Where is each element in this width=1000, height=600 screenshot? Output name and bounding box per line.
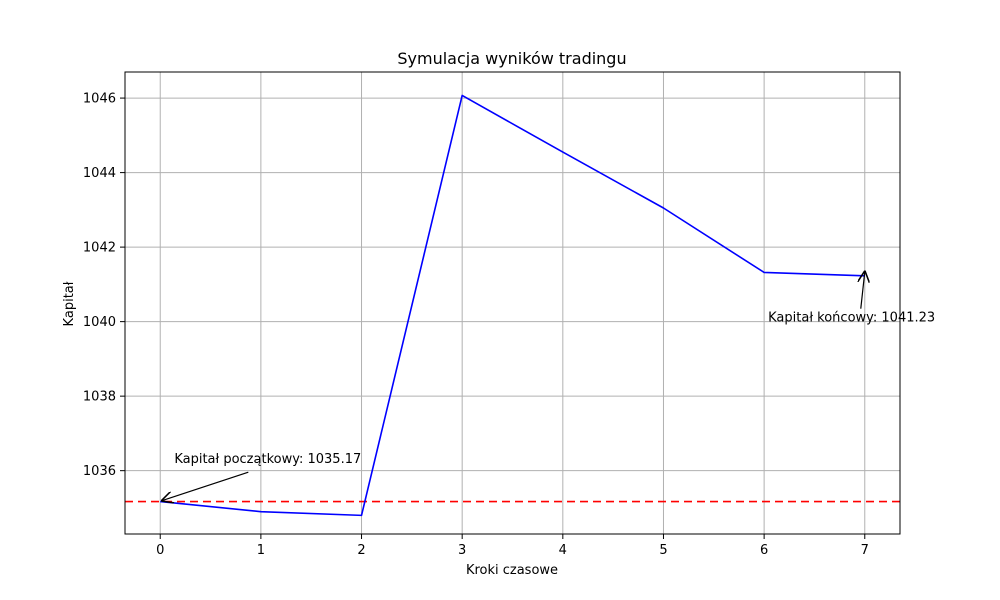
annotations: Kapitał początkowy: 1035.17 Kapitał końco… — [162, 272, 935, 501]
y-axis-label: Kapitał — [62, 281, 77, 326]
annotation-arrow — [162, 471, 249, 500]
y-tick-label: 1038 — [83, 390, 116, 405]
annotation-text: Kapitał końcowy: 1041.23 — [768, 311, 935, 326]
series-layer — [160, 94, 865, 517]
capital-series-line — [160, 94, 865, 517]
x-tick-label: 4 — [559, 543, 567, 558]
x-tick-label: 5 — [659, 543, 667, 558]
x-tick-label: 6 — [760, 543, 768, 558]
x-tick-label: 0 — [156, 543, 164, 558]
annotation-arrow — [861, 272, 865, 309]
y-tick-label: 1042 — [83, 241, 116, 256]
ticks: 0 1 2 3 4 5 6 7 1036 1038 1040 1042 1044 1046 — [83, 92, 869, 558]
annotation-text: Kapitał początkowy: 1035.17 — [174, 452, 361, 467]
y-tick-label: 1040 — [83, 315, 116, 330]
grid — [125, 72, 900, 534]
plot-frame — [124, 71, 901, 535]
x-tick-label: 3 — [458, 543, 466, 558]
y-tick-label: 1036 — [83, 464, 116, 479]
chart-title: Symulacja wyników tradingu — [397, 49, 626, 68]
y-tick-label: 1044 — [83, 166, 116, 181]
x-tick-label: 7 — [861, 543, 869, 558]
x-tick-label: 1 — [257, 543, 265, 558]
y-tick-label: 1046 — [83, 92, 116, 107]
x-axis-label: Kroki czasowe — [466, 563, 558, 578]
x-tick-label: 2 — [357, 543, 365, 558]
